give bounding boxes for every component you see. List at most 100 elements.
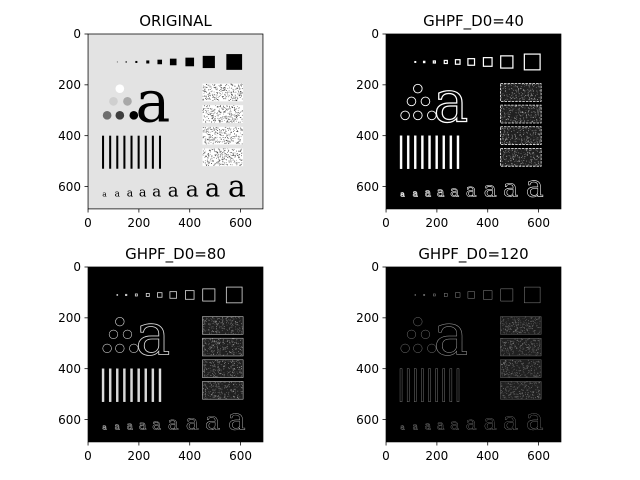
x-tick-label: 200 xyxy=(425,216,449,230)
test-bar xyxy=(449,135,453,169)
test-letter: a xyxy=(127,187,134,200)
test-square xyxy=(423,294,426,296)
test-circle xyxy=(102,343,112,353)
test-letter: a xyxy=(228,403,246,438)
test-circle xyxy=(413,110,423,121)
noise-box xyxy=(500,126,542,145)
test-letter: a xyxy=(413,190,419,200)
y-tick-label: 600 xyxy=(356,179,379,194)
test-circle xyxy=(406,329,416,339)
test-circle xyxy=(123,97,132,106)
image-content: aa a a a a a a a a xyxy=(399,53,544,205)
test-letter: a xyxy=(115,190,121,200)
image-canvas: aa a a a a a a a a xyxy=(84,266,264,446)
test-square xyxy=(414,294,416,296)
test-bar xyxy=(151,368,155,402)
x-tick-label: 0 xyxy=(382,216,390,230)
test-bar xyxy=(414,135,417,169)
test-letter: a xyxy=(152,183,161,201)
test-square xyxy=(482,57,493,67)
test-square xyxy=(116,294,119,296)
noise-box xyxy=(202,337,244,357)
y-tick-label: 400 xyxy=(356,361,379,376)
test-square xyxy=(125,61,127,63)
test-bar xyxy=(435,368,438,402)
test-letter: a xyxy=(526,170,544,205)
noise-box xyxy=(500,381,542,400)
test-bar xyxy=(123,368,126,402)
test-square xyxy=(523,53,541,71)
y-tick-label: 400 xyxy=(58,128,81,143)
test-bar xyxy=(116,368,119,402)
test-bar xyxy=(109,135,112,169)
test-circle xyxy=(109,97,118,106)
test-circle xyxy=(427,110,437,121)
test-square xyxy=(226,54,243,70)
test-bar xyxy=(442,368,445,402)
panel-title: GHPF_D0=40 xyxy=(423,12,524,30)
noise-box xyxy=(500,338,542,357)
test-bar xyxy=(449,368,453,402)
test-letter: a xyxy=(139,418,147,433)
test-bar xyxy=(130,135,133,169)
test-square xyxy=(467,291,475,299)
test-square xyxy=(185,57,195,67)
large-letter: a xyxy=(433,68,468,136)
y-tick-label: 200 xyxy=(58,77,81,92)
test-letter: a xyxy=(503,406,518,436)
x-tick-label: 600 xyxy=(229,216,253,230)
noise-box xyxy=(500,104,542,124)
test-letter: a xyxy=(400,423,405,432)
x-tick-label: 600 xyxy=(527,449,551,463)
test-square xyxy=(157,292,163,298)
test-letter: a xyxy=(115,423,121,433)
test-square xyxy=(225,286,243,304)
test-square xyxy=(444,293,448,297)
test-square xyxy=(455,292,461,298)
test-square xyxy=(467,58,476,66)
test-letter: a xyxy=(205,173,220,203)
test-bar xyxy=(116,135,119,169)
y-tick-label: 400 xyxy=(356,128,379,143)
test-circle xyxy=(102,111,112,120)
x-tick-label: 200 xyxy=(127,216,151,230)
test-letter: a xyxy=(168,181,179,202)
test-letter: a xyxy=(186,411,199,436)
test-bar xyxy=(428,135,431,169)
image-content: aa a a a a a a a a xyxy=(101,286,246,438)
noise-box xyxy=(202,381,244,400)
noise-box xyxy=(500,316,542,335)
image-content: aa a a a a a a a a xyxy=(102,54,246,205)
test-bar xyxy=(421,368,424,402)
axes-frame xyxy=(87,266,264,443)
test-bar xyxy=(158,135,162,169)
test-letter: a xyxy=(228,170,246,205)
test-bar xyxy=(399,368,403,402)
x-tick-label: 200 xyxy=(425,449,449,463)
test-bar xyxy=(414,368,417,402)
noise-box xyxy=(202,359,244,378)
test-letter: a xyxy=(102,190,107,199)
y-tick-label: 600 xyxy=(58,179,81,194)
noise-box xyxy=(202,83,244,102)
test-letter: a xyxy=(466,414,477,435)
test-circle xyxy=(115,317,125,327)
test-bar xyxy=(108,368,112,402)
test-circle xyxy=(115,84,125,93)
test-letter: a xyxy=(425,420,432,433)
test-square xyxy=(157,59,163,65)
test-circle xyxy=(420,329,430,339)
test-circle xyxy=(400,110,410,121)
test-square xyxy=(202,288,216,302)
test-square xyxy=(524,286,541,304)
test-bar xyxy=(144,135,147,169)
noise-box xyxy=(202,316,244,335)
test-square xyxy=(443,59,448,65)
y-tick-label: 200 xyxy=(356,77,379,92)
x-tick-label: 600 xyxy=(229,449,253,463)
test-square xyxy=(145,293,150,297)
test-letter: a xyxy=(127,420,134,433)
test-bar xyxy=(435,135,438,169)
test-letter: a xyxy=(413,423,419,433)
